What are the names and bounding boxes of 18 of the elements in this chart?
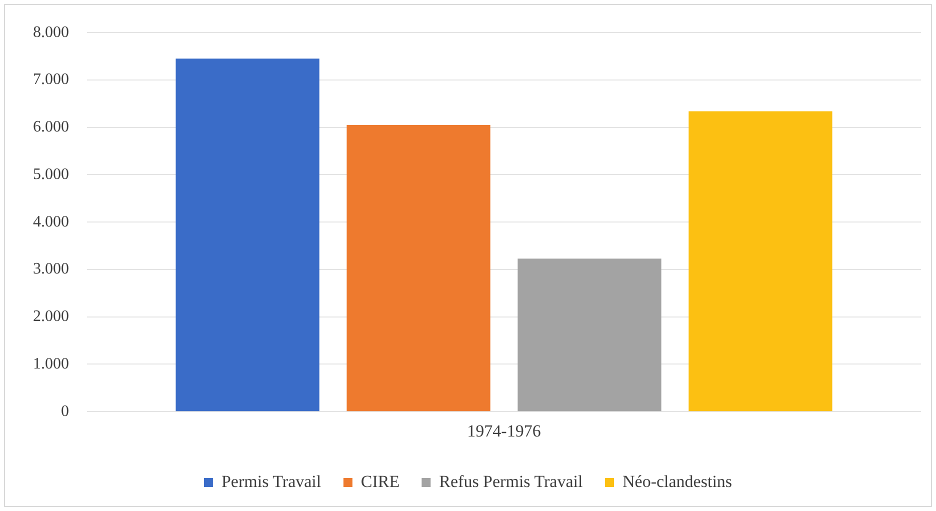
legend-label: CIRE <box>360 472 400 491</box>
bar <box>518 258 662 412</box>
y-tick-label: 6.000 <box>33 118 69 136</box>
y-tick-label: 3.000 <box>33 260 69 278</box>
bar <box>688 111 832 412</box>
x-tick-label: 1974-1976 <box>467 421 541 440</box>
y-tick-label: 5.000 <box>33 166 69 183</box>
y-tick-label: 1.000 <box>33 355 69 372</box>
legend-label: Néo-clandestins <box>622 472 732 491</box>
y-tick-label: 8.000 <box>33 24 69 41</box>
legend-label: Permis Travail <box>221 472 322 491</box>
bar <box>176 58 320 412</box>
y-tick-label: 2.000 <box>33 308 69 326</box>
y-tick-label: 7.000 <box>33 71 69 88</box>
bar <box>346 124 490 412</box>
y-tick-label: 0 <box>61 402 69 420</box>
y-tick-label: 4.000 <box>33 213 69 230</box>
legend-label: Refus Permis Travail <box>439 472 583 491</box>
